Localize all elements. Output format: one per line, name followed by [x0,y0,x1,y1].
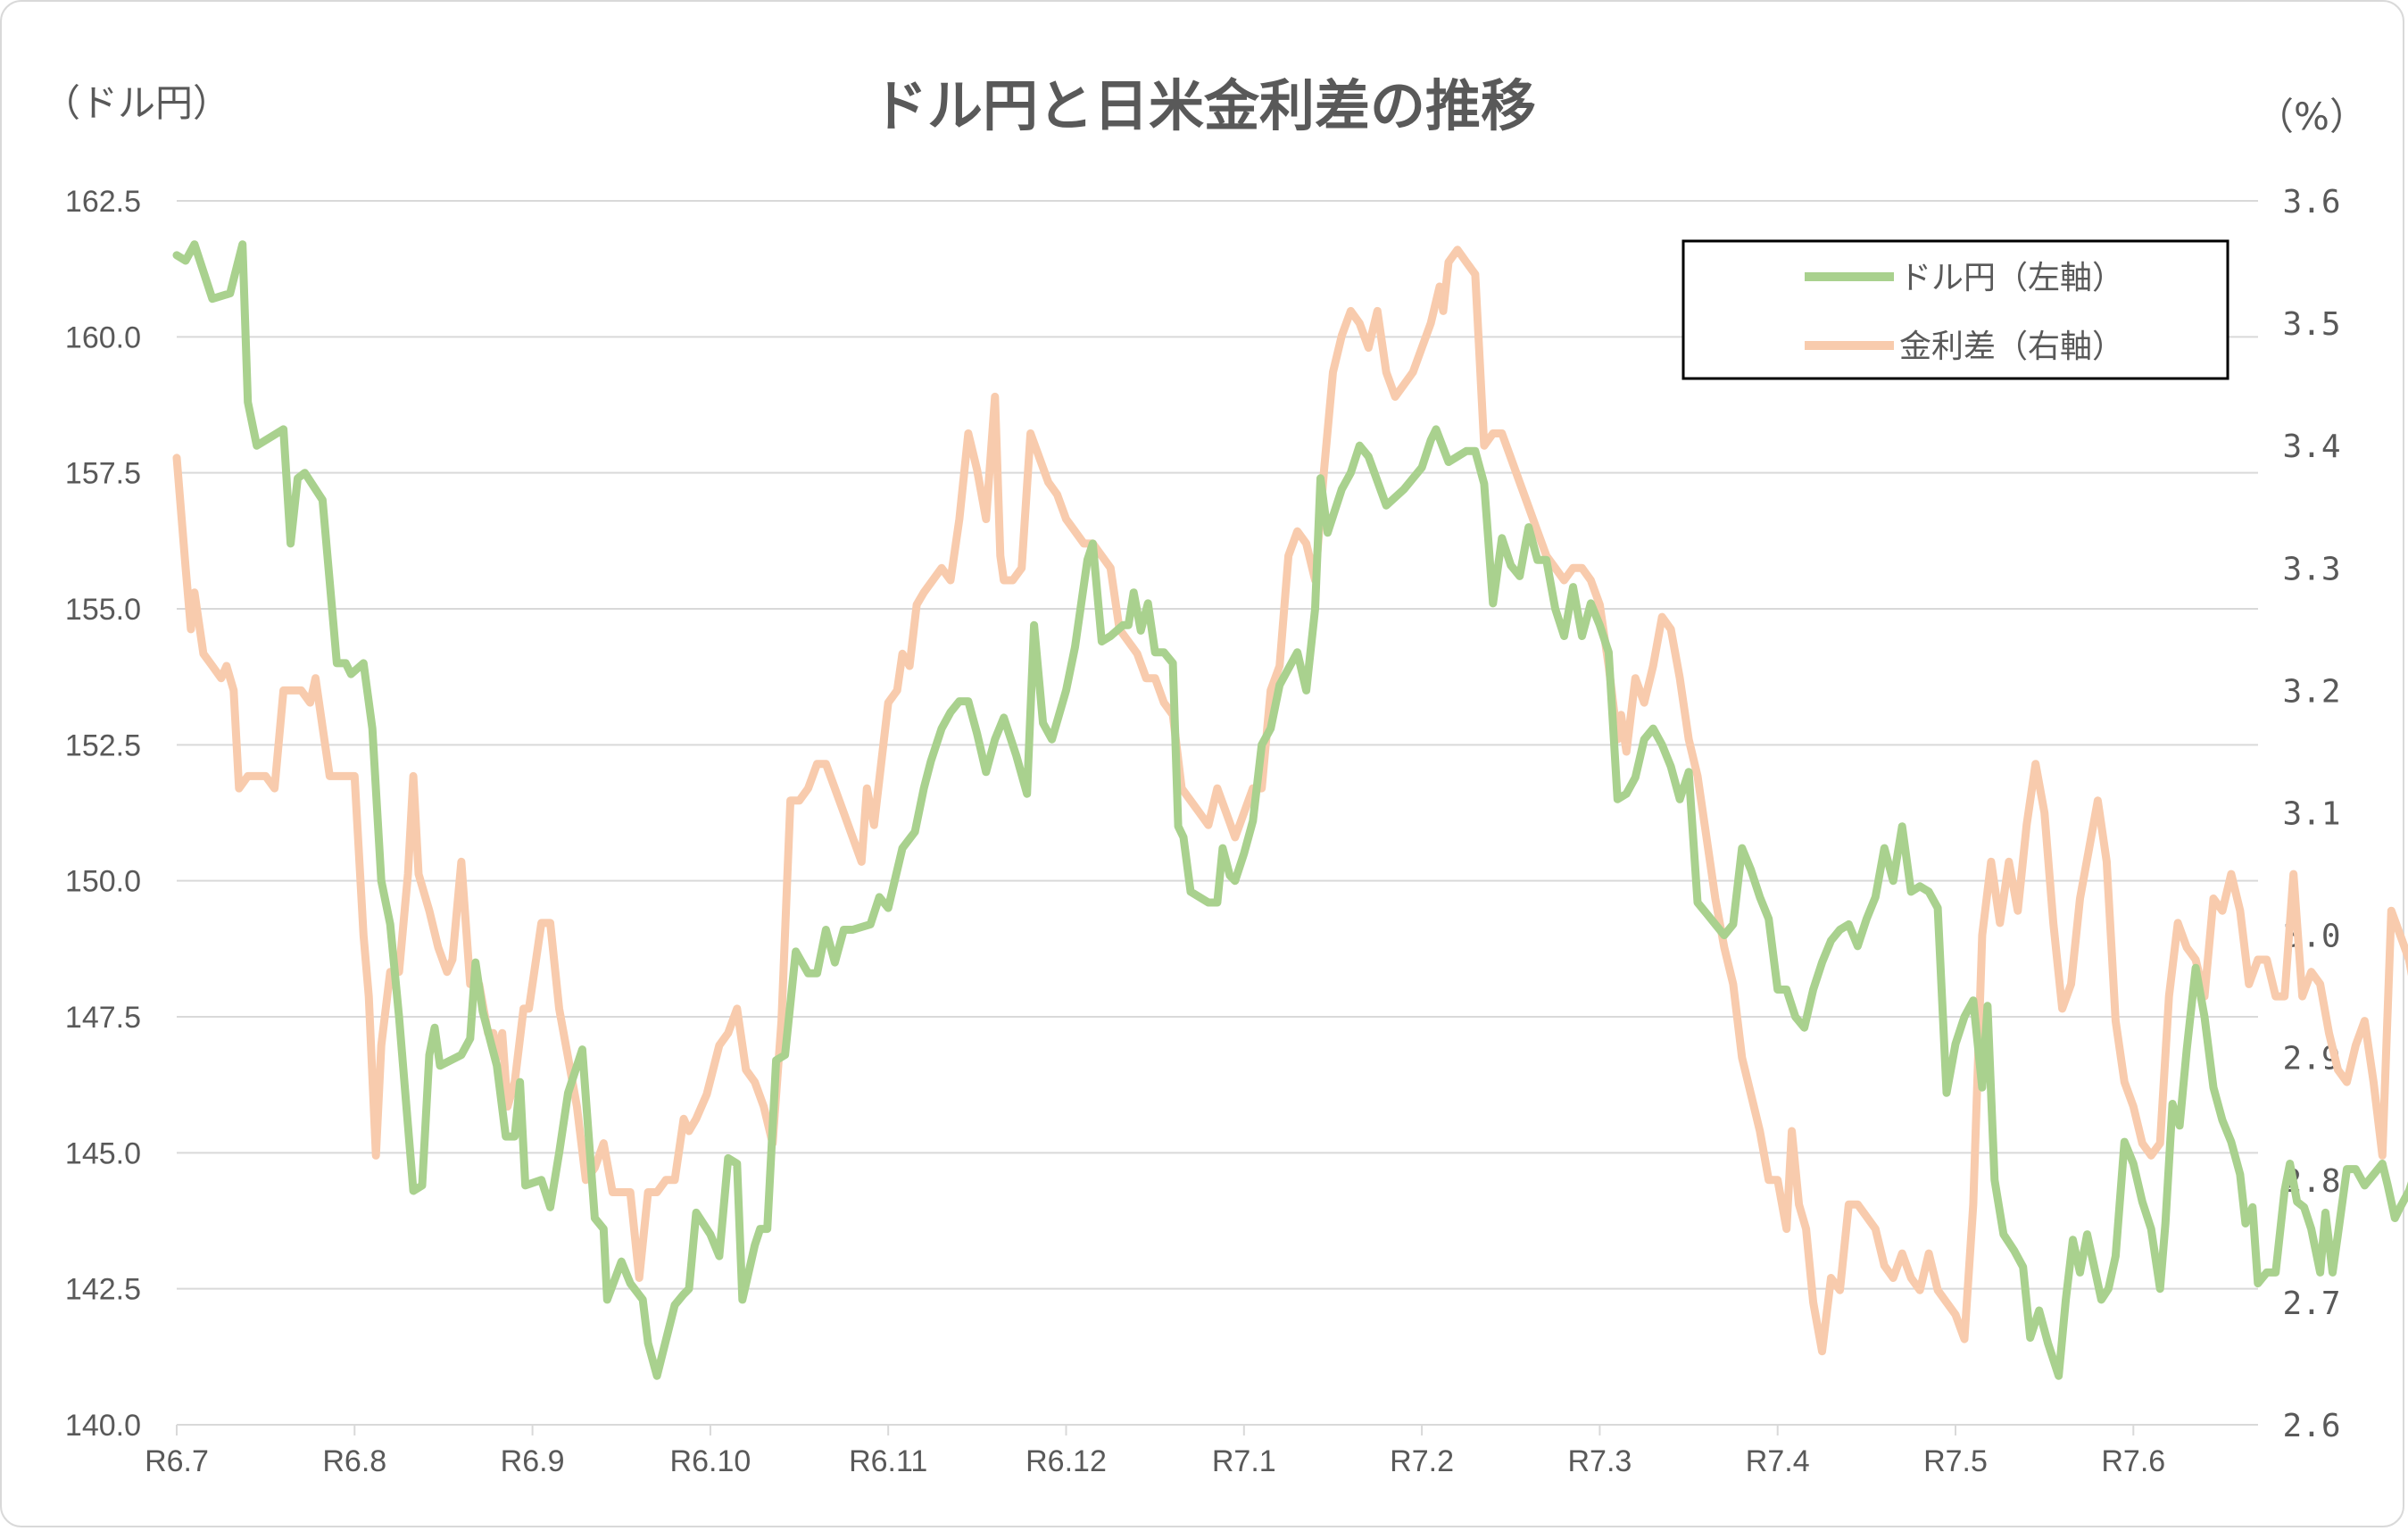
left-tick-label: 155.0 [65,593,141,627]
legend-label-rate-diff: 金利差（右軸） [1899,329,2124,365]
x-tick-label: R7.5 [1923,1444,1988,1478]
left-tick-label: 140.0 [65,1409,141,1443]
right-tick-label: 3.3 [2282,551,2340,587]
series-lines [172,240,2408,1380]
x-tick-label: R7.3 [1567,1444,1632,1478]
x-axis-ticks: R6.7 R6.8 R6.9 R6.10 R6.11 R6.12 R7.1 R7.2 R7.3 R… [145,1424,2258,1478]
left-tick-label: 145.0 [65,1136,141,1170]
x-tick-label: R6.10 [670,1444,751,1478]
x-tick-label: R7.6 [2101,1444,2165,1478]
x-tick-label: R6.12 [1025,1444,1107,1478]
x-tick-label: R6.8 [322,1444,386,1478]
left-tick-label: 142.5 [65,1273,141,1307]
left-tick-label: 160.0 [65,320,141,354]
right-tick-label: 3.2 [2282,673,2340,710]
left-axis-ticks: 162.5 160.0 157.5 155.0 152.5 150.0 147.5 145.0… [65,185,141,1443]
x-tick-label: R6.9 [501,1444,565,1478]
left-axis-unit: （ドル円） [43,81,230,125]
x-tick-label: R6.7 [145,1444,209,1478]
right-tick-label: 3.4 [2282,429,2340,465]
left-tick-label: 152.5 [65,728,141,762]
left-tick-label: 147.5 [65,1001,141,1035]
right-tick-label: 3.5 [2282,306,2340,343]
x-tick-label: R7.2 [1390,1444,1454,1478]
series-line-usdjpy [172,240,2408,1380]
right-tick-label: 3.6 [2282,184,2340,220]
right-axis-unit: （%） [2256,95,2367,138]
chart-title: ドル円と日米金利差の推移 [872,73,1536,138]
x-tick-label: R6.11 [849,1444,927,1478]
gridlines [177,200,2258,1426]
legend-box [1681,239,2229,380]
x-tick-label: R7.4 [1746,1444,1810,1478]
series-line-rate-diff [172,245,2408,1356]
right-tick-label: 2.6 [2282,1408,2340,1444]
right-tick-label: 3.1 [2282,796,2340,833]
left-tick-label: 162.5 [65,185,141,219]
legend-label-usdjpy: ドル円（左軸） [1899,260,2124,296]
right-tick-label: 2.7 [2282,1286,2340,1322]
legend: ドル円（左軸） 金利差（右軸） [1681,239,2229,380]
left-tick-label: 157.5 [65,457,141,491]
x-tick-label: R7.1 [1212,1444,1276,1478]
left-tick-label: 150.0 [65,865,141,899]
